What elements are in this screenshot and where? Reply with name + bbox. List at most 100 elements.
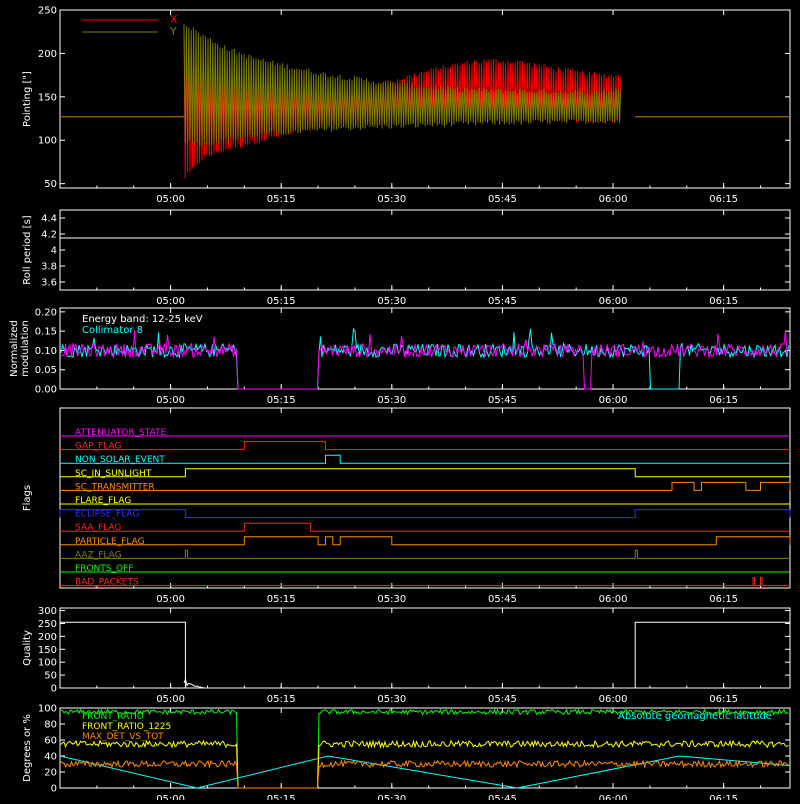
flag-label: GAP_FLAG — [75, 442, 121, 452]
ratios-legend-max_det_vs_tot: MAX_DET_VS_TOT — [82, 732, 164, 742]
roll-ytick-label: 4 — [51, 246, 57, 257]
quality-xtick-label: 05:00 — [156, 694, 185, 705]
ratios-xtick-label: 06:00 — [599, 794, 628, 800]
ratios-xtick-label: 05:45 — [488, 794, 517, 800]
flags-xtick-label: 05:15 — [267, 594, 296, 605]
ratios-ytick-label: 20 — [44, 768, 57, 779]
ratios-series-front_ratio_1225 — [60, 739, 789, 789]
flag-trace — [60, 522, 790, 532]
quality-ytick-label: 200 — [38, 632, 57, 643]
ratios-series-front_ratio — [60, 708, 789, 789]
ratios-frame — [59, 707, 791, 789]
flag-label: ECLIPSE_FLAG — [75, 510, 139, 520]
roll-ytick-label: 3.8 — [41, 262, 57, 273]
pointing-ylabel: Pointing ["] — [22, 71, 33, 127]
pointing-xtick-label: 05:15 — [267, 194, 296, 205]
modulation-panel: 05:00 05:15 05:30 05:45 06:00 06:15 0.00 0.05 0.… — [9, 307, 791, 406]
quality-xtick-label: 05:30 — [377, 694, 406, 705]
ratios-xtick-label: 05:15 — [267, 794, 296, 800]
modulation-xtick-label: 05:15 — [267, 395, 296, 406]
quality-ytick-label: 150 — [38, 645, 57, 656]
modulation-ytick-label: 0.10 — [35, 346, 57, 357]
pointing-xtick-label: 05:45 — [488, 194, 517, 205]
modulation-annotation-collimator: Collimator 8 — [82, 325, 143, 336]
flag-trace — [60, 549, 790, 559]
ratios-xtick-label: 05:30 — [377, 794, 406, 800]
pointing-series-Y — [183, 24, 622, 147]
flag-trace — [60, 454, 790, 464]
modulation-xtick-label: 05:45 — [488, 395, 517, 406]
flags-frame — [59, 407, 791, 589]
flag-label: NON_SOLAR_EVENT — [75, 455, 165, 465]
flags-ylabel: Flags — [22, 485, 33, 511]
flag-label: FLARE_FLAG — [75, 496, 131, 506]
flag-trace — [59, 509, 791, 519]
pointing-xtick-label: 05:00 — [156, 194, 185, 205]
flag-label: BAD_PACKETS — [75, 578, 139, 588]
pointing-xtick-label: 06:00 — [599, 194, 628, 205]
pointing-ytick-label: 200 — [38, 49, 57, 60]
pointing-xtick-label: 05:30 — [377, 194, 406, 205]
ratios-ytick-label: 0 — [51, 784, 57, 795]
legend-label-X: X — [170, 13, 178, 26]
modulation-ytick-label: 0.15 — [35, 327, 57, 338]
ratios-ytick-label: 100 — [38, 704, 57, 715]
flag-trace — [60, 441, 790, 451]
ratios-legend-front_ratio: FRONT_RATIO — [82, 712, 144, 722]
ratios-legend-front_ratio_1225: FRONT_RATIO_1225 — [82, 722, 171, 732]
modulation-xtick-label: 05:00 — [156, 395, 185, 406]
ratios-ylabel: Degrees or % — [22, 714, 33, 782]
flag-trace — [60, 536, 791, 546]
roll-xtick-label: 05:45 — [488, 296, 517, 307]
pointing-ytick-label: 100 — [38, 136, 57, 147]
roll-xtick-label: 05:15 — [267, 296, 296, 307]
flag-trace — [60, 481, 791, 491]
flag-label: AAZ_FLAG — [75, 550, 122, 560]
ratios-xtick-label: 05:00 — [156, 794, 185, 800]
quality-xtick-label: 06:00 — [599, 694, 628, 705]
quality-ytick-label: 300 — [38, 606, 57, 617]
modulation-xtick-label: 05:30 — [377, 395, 406, 406]
roll-xtick-label: 06:15 — [709, 296, 738, 307]
quality-ytick-label: 250 — [38, 619, 57, 630]
modulation-ylabel: Normalizedmodulation — [9, 320, 31, 377]
pointing-ytick-label: 250 — [38, 6, 57, 17]
modulation-series-magenta — [60, 329, 789, 390]
pointing-panel: 05:00 05:15 05:30 05:45 06:00 06:15 50 100 150 20… — [22, 6, 791, 205]
ratios-xtick-label: 06:15 — [709, 794, 738, 800]
modulation-xtick-label: 06:00 — [599, 395, 628, 406]
flags-xtick-label: 06:15 — [709, 594, 738, 605]
flags-xtick-label: 06:00 — [599, 594, 628, 605]
ratios-panel: 05:00 05:15 05:30 05:45 06:00 06:15 0 20 40 60 80 1… — [22, 704, 791, 804]
quality-line — [60, 621, 790, 689]
quality-ytick-label: 0 — [51, 684, 57, 695]
ratios-ytick-label: 60 — [44, 736, 57, 747]
legend-label-Y: Y — [169, 25, 177, 38]
flag-label: PARTICLE_FLAG — [75, 537, 145, 547]
quality-ytick-label: 100 — [38, 658, 57, 669]
flag-label: SC_IN_SUNLIGHT — [75, 469, 152, 479]
flag-label: SC_TRANSMITTER — [75, 482, 155, 492]
ratios-legend-geomag: Absolute geomagnetic latitude — [618, 711, 772, 722]
roll-panel: 05:00 05:15 05:30 05:45 06:00 06:15 3.6 3.8 4 4.2… — [22, 209, 791, 307]
quality-xtick-label: 06:15 — [709, 694, 738, 705]
pointing-ytick-label: 50 — [44, 179, 57, 190]
flag-trace — [60, 468, 790, 478]
modulation-annotation-energy: Energy band: 12-25 keV — [82, 314, 203, 325]
roll-ylabel: Roll period [s] — [22, 215, 33, 284]
quality-xtick-label: 05:15 — [267, 694, 296, 705]
flag-trace — [60, 577, 790, 587]
roll-ytick-label: 3.6 — [41, 278, 57, 289]
modulation-ytick-label: 0.00 — [35, 385, 57, 396]
ratios-series-geomag — [59, 755, 791, 789]
flags-panel: 05:00 05:15 05:30 05:45 06:00 06:15 Flags ATTEN… — [22, 407, 791, 605]
roll-ytick-label: 4.4 — [41, 214, 57, 225]
roll-ytick-label: 4.2 — [41, 230, 57, 241]
flags-xtick-label: 05:00 — [156, 594, 185, 605]
flags-xtick-label: 05:30 — [377, 594, 406, 605]
roll-xtick-label: 05:30 — [377, 296, 406, 307]
modulation-xtick-label: 06:15 — [709, 395, 738, 406]
